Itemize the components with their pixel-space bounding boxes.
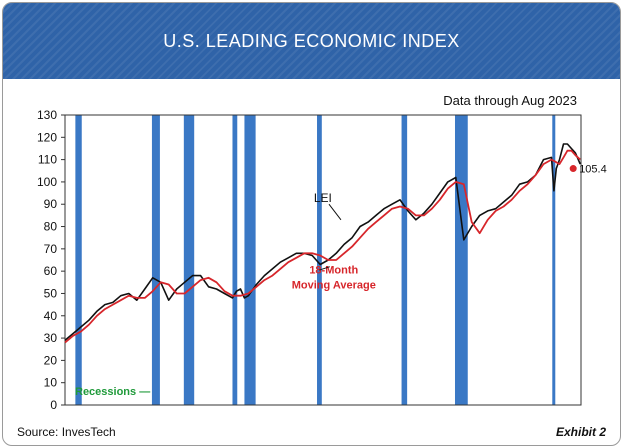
y-axis: 0 10 20 30 40 50 60 70 80 90 100 110 120 130 — [37, 108, 65, 412]
moving-average-line — [64, 149, 581, 344]
y-tick-label: 90 — [44, 197, 58, 211]
y-tick-label: 50 — [44, 286, 58, 300]
recession-band — [401, 115, 408, 405]
annotations: Data through Aug 2023 105.4 LEI 18-Month Mov… — [75, 93, 607, 398]
recession-band — [454, 115, 468, 405]
y-tick-label: 60 — [44, 264, 58, 278]
source-note: Source: InvesTech — [17, 425, 116, 439]
latest-value-label: 105.4 — [579, 164, 607, 176]
moving-average-label: 18-Month — [309, 264, 358, 276]
recession-band — [317, 115, 322, 405]
y-tick-label: 40 — [44, 309, 58, 323]
lei-line — [64, 143, 581, 341]
y-tick-label: 70 — [44, 242, 58, 256]
series-lines — [64, 143, 581, 344]
recession-band — [183, 115, 195, 405]
recessions-legend-label: Recessions — — [75, 386, 150, 398]
y-tick-label: 20 — [44, 353, 58, 367]
y-tick-label: 30 — [44, 331, 58, 345]
y-tick-label: 0 — [50, 398, 57, 412]
y-tick-label: 100 — [37, 175, 57, 189]
y-tick-label: 120 — [37, 130, 57, 144]
y-tick-label: 10 — [44, 376, 58, 390]
chart-title: U.S. LEADING ECONOMIC INDEX — [163, 30, 460, 51]
y-tick-label: 130 — [37, 108, 57, 122]
lei-series-label: LEI — [314, 191, 332, 205]
lei-chart: 0 10 20 30 40 50 60 70 80 90 100 110 120 130 Data thr… — [37, 93, 607, 412]
recession-band — [151, 115, 160, 405]
recession-band — [232, 115, 238, 405]
recession-band — [75, 115, 82, 405]
recession-band — [244, 115, 256, 405]
title-banner: U.S. LEADING ECONOMIC INDEX — [3, 3, 620, 79]
y-tick-label: 80 — [44, 220, 58, 234]
ma-label-leader — [319, 266, 330, 271]
recession-band — [552, 115, 556, 405]
lei-label-leader — [328, 203, 342, 221]
plot-area-border — [64, 114, 582, 406]
data-through-note: Data through Aug 2023 — [443, 93, 577, 108]
latest-value-marker — [569, 165, 577, 173]
y-tick-label: 110 — [38, 153, 57, 167]
moving-average-label: Moving Average — [292, 279, 376, 291]
exhibit-label: Exhibit 2 — [555, 425, 606, 439]
